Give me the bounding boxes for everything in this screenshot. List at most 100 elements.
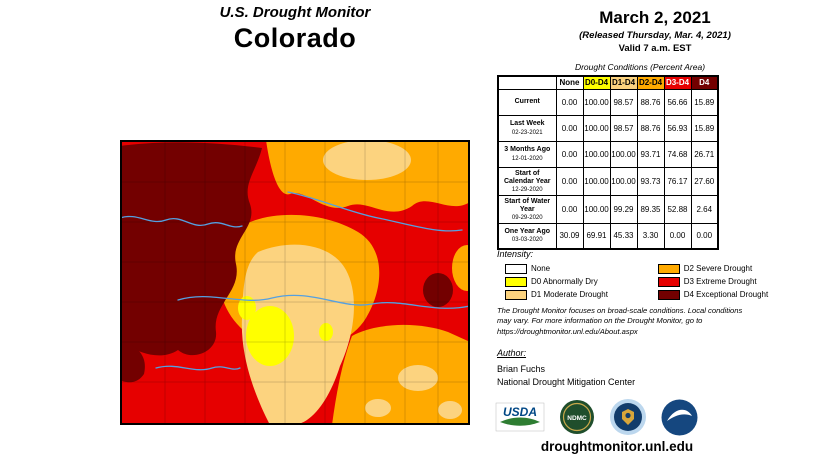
usda-logo: USDA [495, 402, 545, 432]
row-header: Last Week 02-23-2021 [497, 114, 557, 142]
value-cell: 0.00 [555, 166, 584, 196]
logo-row: USDA NDMC [495, 398, 698, 436]
row-header: One Year Ago 03-03-2020 [497, 222, 557, 250]
value-cell: 52.88 [663, 194, 692, 224]
column-header-d1-d4: D1-D4 [609, 75, 638, 90]
column-header-d0-d4: D0-D4 [582, 75, 611, 90]
value-cell: 69.91 [582, 222, 611, 250]
value-cell: 74.68 [663, 140, 692, 168]
row-header: Start of Calendar Year 12-29-2020 [497, 166, 557, 196]
table-row: One Year Ago 03-03-2020 30.09 69.91 45.33 3.3… [497, 222, 719, 250]
date-block: March 2, 2021 (Released Thursday, Mar. 4… [490, 8, 820, 54]
value-cell: 76.17 [663, 166, 692, 196]
legend: Intensity: None D0 Abnormally Dry D1 Moder… [497, 249, 815, 301]
map-region-d4-east-spot [423, 273, 453, 307]
value-cell: 56.93 [663, 114, 692, 142]
map-region-d1-center [241, 244, 354, 424]
usda-logo-text: USDA [503, 405, 537, 419]
map-region-d0-small2 [319, 323, 333, 341]
table-header-row: None D0-D4 D1-D4 D2-D4 D3-D4 D4 [497, 75, 719, 90]
value-cell: 0.00 [555, 194, 584, 224]
value-cell: 99.29 [609, 194, 638, 224]
author-block: Author: Brian Fuchs National Drought Mit… [497, 348, 635, 389]
value-cell: 0.00 [555, 88, 584, 116]
map-region-d1-north [323, 141, 411, 180]
value-cell: 45.33 [609, 222, 638, 250]
value-cell: 100.00 [582, 194, 611, 224]
value-cell: 15.89 [690, 88, 719, 116]
value-cell: 30.09 [555, 222, 584, 250]
value-cell: 15.89 [690, 114, 719, 142]
map-region-d1-se2 [365, 399, 391, 417]
value-cell: 100.00 [582, 88, 611, 116]
released-date: (Released Thursday, Mar. 4, 2021) [579, 30, 731, 41]
column-header-d2-d4: D2-D4 [636, 75, 665, 90]
state-border [120, 140, 470, 425]
drought-table: None D0-D4 D1-D4 D2-D4 D3-D4 D4 Current 0.00 100… [497, 75, 719, 251]
value-cell: 0.00 [555, 114, 584, 142]
value-cell: 89.35 [636, 194, 665, 224]
website-url: droughtmonitor.unl.edu [540, 439, 694, 454]
right-panel: March 2, 2021 (Released Thursday, Mar. 4… [490, 0, 820, 461]
map-region-d1-se1 [398, 365, 438, 391]
table-row: Start of Calendar Year 12-29-2020 0.00 100.… [497, 166, 719, 196]
value-cell: 0.00 [555, 140, 584, 168]
ndmc-logo-text: NDMC [567, 415, 587, 422]
county-borders [121, 141, 469, 424]
legend-swatch [657, 263, 680, 274]
column-header-none: None [555, 75, 584, 90]
value-cell: 100.00 [582, 166, 611, 196]
legend-item: None [505, 262, 650, 275]
map-date: March 2, 2021 [599, 8, 711, 27]
value-cell: 27.60 [690, 166, 719, 196]
table-row: Start of Water Year 09-29-2020 0.00 100.00 9… [497, 194, 719, 224]
value-cell: 88.76 [636, 114, 665, 142]
value-cell: 2.64 [690, 194, 719, 224]
value-cell: 26.71 [690, 140, 719, 168]
value-cell: 3.30 [636, 222, 665, 250]
ndmc-logo: NDMC [560, 400, 594, 434]
state-title: Colorado [233, 23, 357, 53]
monitor-title: U.S. Drought Monitor [219, 4, 371, 21]
column-header-d4: D4 [690, 75, 719, 90]
disclaimer-text: The Drought Monitor focuses on broad-sca… [497, 306, 743, 336]
map-region-d0-small1 [238, 296, 256, 320]
map-region-d1-se3 [438, 401, 462, 419]
table-row: Last Week 02-23-2021 0.00 100.00 98.57 88.76 5… [497, 114, 719, 142]
legend-item: D3 Extreme Drought [657, 275, 810, 288]
value-cell: 56.66 [663, 88, 692, 116]
legend-label: D4 Exceptional Drought [683, 290, 769, 299]
legend-label: D0 Abnormally Dry [531, 277, 598, 286]
value-cell: 93.73 [636, 166, 665, 196]
legend-swatch [657, 276, 680, 287]
legend-label: D1 Moderate Drought [531, 290, 608, 299]
valid-time: Valid 7 a.m. EST [618, 43, 692, 54]
row-header: Current [497, 88, 557, 116]
value-cell: 98.57 [609, 88, 638, 116]
legend-item: D4 Exceptional Drought [657, 288, 810, 301]
map-region-d4-northwest [121, 142, 262, 356]
row-header: Start of Water Year 09-29-2020 [497, 194, 557, 224]
value-cell: 100.00 [582, 140, 611, 168]
value-cell: 100.00 [609, 140, 638, 168]
map-region-d0-main [246, 306, 294, 366]
map-region-d4-west-tail [121, 340, 145, 383]
table-corner-cell [497, 75, 557, 90]
value-cell: 100.00 [582, 114, 611, 142]
colorado-drought-map [120, 140, 470, 425]
table-caption: Drought Conditions (Percent Area) [574, 62, 706, 72]
legend-title: Intensity: [497, 249, 534, 259]
legend-swatch [505, 289, 527, 300]
value-cell: 100.00 [609, 166, 638, 196]
value-cell: 88.76 [636, 88, 665, 116]
legend-label: D2 Severe Drought [683, 264, 753, 273]
noaa-logo [661, 399, 698, 435]
legend-item: D0 Abnormally Dry [505, 275, 650, 288]
value-cell: 0.00 [663, 222, 692, 250]
author-name: Brian Fuchs [497, 364, 546, 374]
legend-swatch [505, 263, 527, 274]
legend-item: D2 Severe Drought [657, 262, 810, 275]
legend-swatch [657, 289, 680, 300]
legend-label: None [531, 264, 551, 273]
